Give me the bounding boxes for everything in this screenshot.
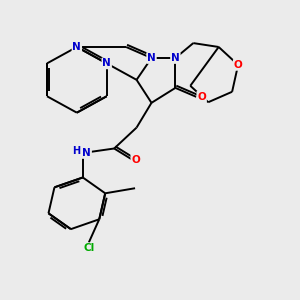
Text: N: N [82, 148, 91, 158]
Text: Cl: Cl [83, 243, 94, 253]
Text: N: N [102, 58, 111, 68]
Text: O: O [234, 60, 242, 70]
Text: H: H [72, 146, 80, 157]
Text: N: N [73, 42, 81, 52]
Text: N: N [147, 53, 156, 63]
Text: O: O [197, 92, 206, 102]
Text: O: O [131, 154, 140, 165]
Text: N: N [171, 53, 180, 63]
